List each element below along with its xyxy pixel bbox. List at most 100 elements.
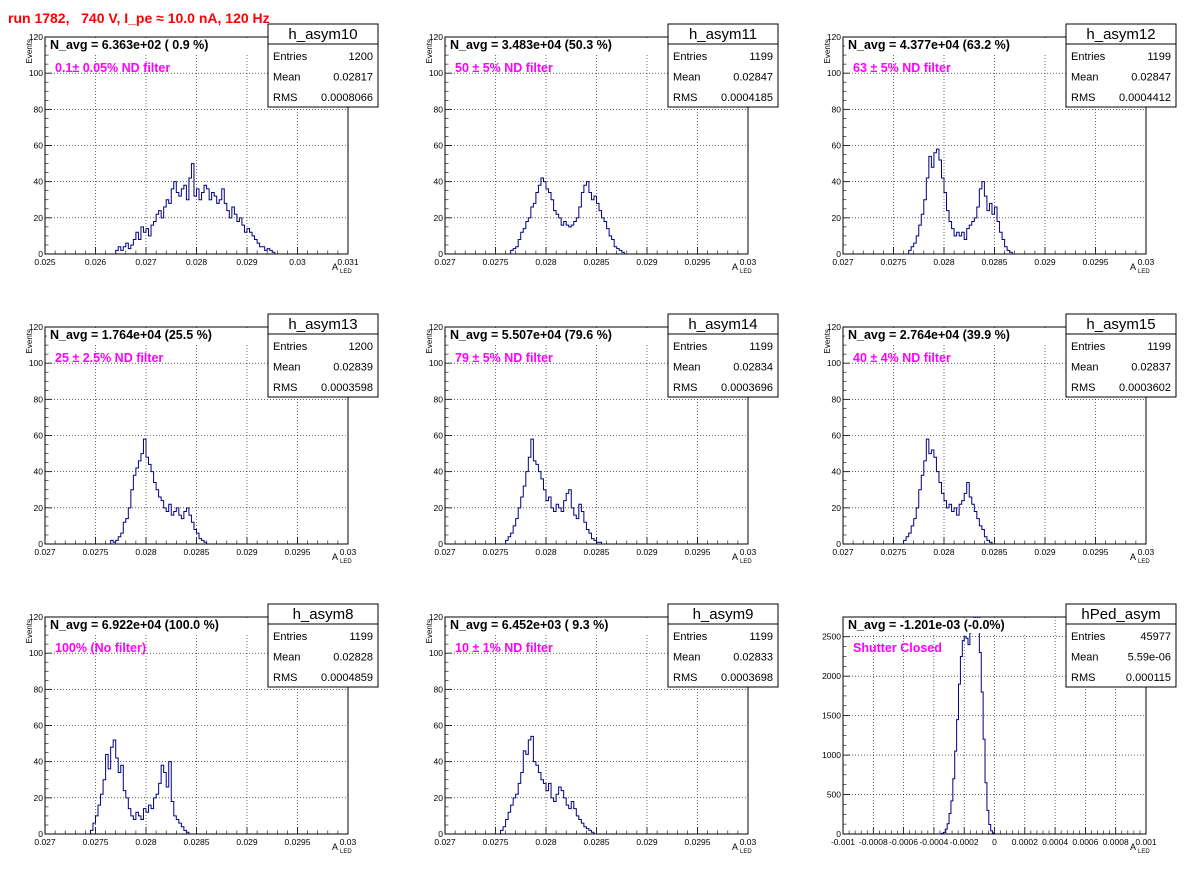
x-tick-label: 0.0295 xyxy=(685,257,711,267)
y-tick-label: 40 xyxy=(34,757,44,767)
filter-label: 100% (No filter) xyxy=(55,641,146,655)
stats-label: RMS xyxy=(273,672,297,684)
stats-value: 5.59e-06 xyxy=(1128,652,1171,664)
x-axis-label-subscript: LED xyxy=(1138,849,1150,855)
x-tick-label: 0.028 xyxy=(933,547,955,557)
y-tick-label: 60 xyxy=(434,141,444,151)
filter-label: 0.1± 0.05% ND filter xyxy=(55,61,170,75)
y-tick-label: 0 xyxy=(836,829,841,839)
y-tick-label: 80 xyxy=(34,104,44,114)
y-tick-label: 60 xyxy=(34,141,44,151)
stats-label: Entries xyxy=(673,341,708,353)
y-tick-label: 0 xyxy=(38,829,43,839)
histogram-line xyxy=(89,739,190,834)
x-axis-label: A xyxy=(1130,842,1136,852)
stats-box-frame xyxy=(267,603,379,688)
filter-label: 40 ± 4% ND filter xyxy=(853,351,951,365)
stats-box-frame xyxy=(267,23,379,108)
x-tick-label: 0.029 xyxy=(1034,257,1056,267)
y-tick-label: 100 xyxy=(29,68,43,78)
y-tick-label: 60 xyxy=(832,141,842,151)
histogram-panel-hPed_asym: -0.001 -0.0008 -0.0006 -0.0004 -0.0002 0 0.000… xyxy=(822,603,1177,855)
histogram-panel-h_asym9: 0.027 0.0275 0.028 0.0285 0.029 0.0295 0.03 0 20… xyxy=(425,603,779,855)
y-tick-label: 40 xyxy=(34,467,44,477)
histogram-panel-h_asym15: 0.027 0.0275 0.028 0.0285 0.029 0.0295 0.03 0 20… xyxy=(823,313,1177,565)
y-tick-label: 100 xyxy=(429,68,443,78)
y-axis-label: Events xyxy=(823,329,832,353)
y-axis-label: Events xyxy=(425,39,434,63)
x-axis-label-subscript: LED xyxy=(340,559,352,565)
y-tick-label: 2500 xyxy=(822,632,841,642)
x-axis-label-subscript: LED xyxy=(740,559,752,565)
stats-value: 0.02834 xyxy=(733,362,773,374)
stats-label: Entries xyxy=(1071,631,1106,643)
stats-box: hPed_asym Entries 45977 Mean 5.59e-06 RMS 0.00… xyxy=(1065,603,1177,688)
x-tick-label: 0.03 xyxy=(740,547,757,557)
y-tick-label: 80 xyxy=(34,394,44,404)
stats-label: Entries xyxy=(273,51,308,63)
navg-backdrop xyxy=(845,328,1050,343)
stats-value: 0.02847 xyxy=(1131,72,1171,84)
stats-label: Entries xyxy=(273,341,308,353)
stats-value: 0.0008066 xyxy=(321,92,373,104)
stats-box-frame xyxy=(667,23,779,108)
y-tick-label: 1500 xyxy=(822,711,841,721)
y-axis-label: Events xyxy=(823,39,832,63)
y-tick-label: 120 xyxy=(827,32,841,42)
x-tick-label: 0.0002 xyxy=(1012,837,1038,847)
y-tick-label: 40 xyxy=(34,177,44,187)
x-tick-label: 0.027 xyxy=(832,257,854,267)
x-tick-label: 0.0285 xyxy=(184,837,210,847)
y-tick-label: 60 xyxy=(832,431,842,441)
y-tick-label: 0 xyxy=(438,539,443,549)
y-tick-label: 20 xyxy=(434,213,444,223)
x-axis-label-subscript: LED xyxy=(1138,559,1150,565)
y-tick-label: 40 xyxy=(434,467,444,477)
y-tick-label: 80 xyxy=(832,104,842,114)
stats-value: 0.0003602 xyxy=(1119,382,1171,394)
stats-value: 1199 xyxy=(749,631,773,643)
x-tick-label: 0.0285 xyxy=(982,257,1008,267)
y-axis-label: Events xyxy=(425,619,434,643)
x-tick-label: 0.0285 xyxy=(584,837,610,847)
y-tick-label: 120 xyxy=(429,32,443,42)
stats-value: 1199 xyxy=(749,51,773,63)
y-tick-label: 20 xyxy=(434,793,444,803)
stats-box-frame xyxy=(667,603,779,688)
filter-label: 50 ± 5% ND filter xyxy=(455,61,553,75)
stats-value: 0.02828 xyxy=(333,652,373,664)
y-tick-label: 0 xyxy=(836,539,841,549)
histogram-name: h_asym8 xyxy=(293,606,354,623)
y-tick-label: 40 xyxy=(832,177,842,187)
y-tick-label: 60 xyxy=(34,431,44,441)
navg-text: N_avg = 6.452e+03 ( 9.3 %) xyxy=(450,618,608,632)
stats-box: h_asym9 Entries 1199 Mean 0.02833 RMS 0.000369… xyxy=(667,603,779,688)
x-tick-label: 0.0006 xyxy=(1072,837,1098,847)
x-tick-label: 0.0295 xyxy=(685,547,711,557)
x-axis-label: A xyxy=(732,552,738,562)
stats-value: 0.02839 xyxy=(333,362,373,374)
stats-value: 0.0004859 xyxy=(321,672,373,684)
stats-value: 1199 xyxy=(749,341,773,353)
x-tick-label: 0.03 xyxy=(289,257,306,267)
y-tick-label: 100 xyxy=(29,358,43,368)
x-tick-label: 0.031 xyxy=(337,257,359,267)
x-tick-label: 0.029 xyxy=(636,547,658,557)
y-tick-label: 120 xyxy=(429,322,443,332)
stats-label: Mean xyxy=(273,652,301,664)
y-tick-label: 40 xyxy=(832,467,842,477)
x-tick-label: 0.025 xyxy=(34,257,56,267)
y-tick-label: 120 xyxy=(429,612,443,622)
stats-value: 1199 xyxy=(1147,341,1171,353)
stats-label: Mean xyxy=(673,652,701,664)
histogram-line xyxy=(908,148,1013,254)
x-tick-label: 0.03 xyxy=(740,837,757,847)
stats-value: 1200 xyxy=(349,51,373,63)
y-tick-label: 0 xyxy=(836,249,841,259)
navg-backdrop xyxy=(845,38,1050,53)
navg-backdrop xyxy=(845,618,1050,633)
x-axis-label: A xyxy=(332,552,338,562)
stats-label: RMS xyxy=(673,92,697,104)
run-title: run 1782, 740 V, I_pe ≈ 10.0 nA, 120 Hz xyxy=(8,10,270,26)
stats-box: h_asym10 Entries 1200 Mean 0.02817 RMS 0.00080… xyxy=(267,23,379,108)
